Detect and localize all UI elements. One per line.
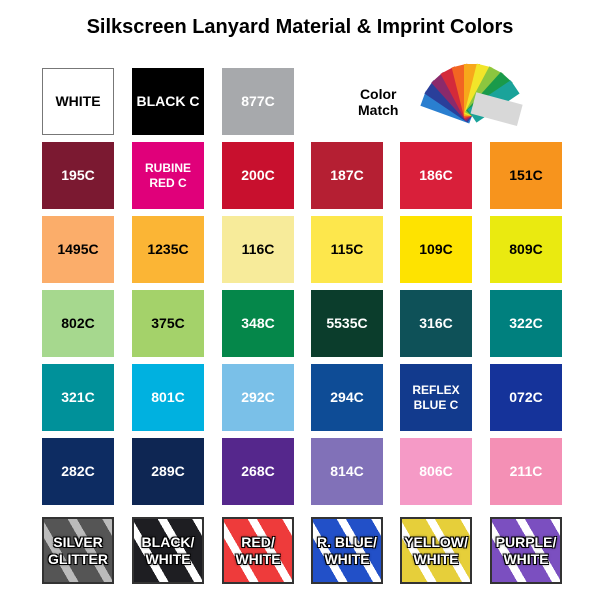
color-swatch: 116C — [222, 216, 294, 283]
swatch-label: 292C — [241, 389, 275, 405]
color-swatch: 375C — [132, 290, 204, 357]
swatch-label: 116C — [241, 241, 275, 257]
color-swatch: 109C — [400, 216, 472, 283]
swatch-label: 321C — [61, 389, 95, 405]
color-swatch: 282C — [42, 438, 114, 505]
color-swatch: BLACK C — [132, 68, 204, 135]
swatch-label: 115C — [330, 241, 364, 257]
swatch-label: 806C — [419, 463, 453, 479]
color-swatch: 321C — [42, 364, 114, 431]
color-swatch: 200C — [222, 142, 294, 209]
swatch-label: 187C — [330, 167, 364, 183]
color-swatch: 802C — [42, 290, 114, 357]
swatch-label: 268C — [241, 463, 275, 479]
color-swatch: 348C — [222, 290, 294, 357]
swatch-label: 1495C — [57, 241, 99, 257]
color-swatch: 211C — [490, 438, 562, 505]
material-swatch: RED/ WHITE — [222, 517, 294, 584]
color-swatch: 1495C — [42, 216, 114, 283]
material-swatch: R. BLUE/ WHITE — [311, 517, 383, 584]
color-swatch: WHITE — [42, 68, 114, 135]
color-swatch: 322C — [490, 290, 562, 357]
color-swatch: 294C — [311, 364, 383, 431]
swatch-label: 072C — [509, 389, 543, 405]
color-swatch: REFLEX BLUE C — [400, 364, 472, 431]
material-swatch: YELLOW/ WHITE — [400, 517, 472, 584]
swatch-label: 200C — [241, 167, 275, 183]
swatch-label: RUBINE RED C — [144, 160, 191, 190]
material-swatch: SILVER GLITTER — [42, 517, 114, 584]
color-swatch: 186C — [400, 142, 472, 209]
color-fan-icon — [420, 63, 523, 126]
swatch-label: 802C — [61, 315, 95, 331]
color-swatch: RUBINE RED C — [132, 142, 204, 209]
swatch-label: 195C — [61, 167, 95, 183]
swatch-label: 294C — [330, 389, 364, 405]
color-swatch: 806C — [400, 438, 472, 505]
page-title: Silkscreen Lanyard Material & Imprint Co… — [86, 16, 514, 38]
color-match-line2: Match — [358, 102, 399, 118]
swatch-label: PURPLE/ WHITE — [495, 533, 557, 567]
swatch-label: 1235C — [147, 241, 189, 257]
swatch-label: WHITE — [55, 93, 101, 109]
color-swatch: 289C — [132, 438, 204, 505]
swatch-label: YELLOW/ WHITE — [404, 533, 468, 567]
color-swatch: 1235C — [132, 216, 204, 283]
swatch-label: SILVER GLITTER — [48, 533, 108, 567]
swatch-label: 282C — [61, 463, 95, 479]
color-swatch: 268C — [222, 438, 294, 505]
swatch-label: BLACK C — [136, 93, 200, 109]
color-swatch: 187C — [311, 142, 383, 209]
color-swatch: 115C — [311, 216, 383, 283]
swatch-label: R. BLUE/ WHITE — [317, 533, 377, 567]
color-swatch: 195C — [42, 142, 114, 209]
swatch-label: 109C — [419, 241, 453, 257]
color-swatch: 5535C — [311, 290, 383, 357]
swatch-label: 289C — [151, 463, 185, 479]
swatch-label: BLACK/ WHITE — [141, 533, 195, 567]
color-swatch: 151C — [490, 142, 562, 209]
swatch-label: 809C — [509, 241, 543, 257]
color-match-label: Color Match — [358, 86, 398, 118]
swatch-label: 322C — [509, 315, 543, 331]
swatch-label: 211C — [509, 463, 543, 479]
swatch-label: REFLEX BLUE C — [412, 382, 460, 412]
swatch-label: 186C — [419, 167, 453, 183]
color-swatch: 809C — [490, 216, 562, 283]
swatch-label: 151C — [509, 167, 543, 183]
color-swatch: 814C — [311, 438, 383, 505]
swatch-label: 801C — [151, 389, 185, 405]
material-swatch: PURPLE/ WHITE — [490, 517, 562, 584]
color-swatch: 877C — [222, 68, 294, 135]
color-swatch: 292C — [222, 364, 294, 431]
swatch-label: 5535C — [326, 315, 368, 331]
fan-card — [470, 92, 523, 126]
swatch-label: 348C — [241, 315, 275, 331]
color-swatch: 801C — [132, 364, 204, 431]
swatch-label: 877C — [241, 93, 275, 109]
color-swatch: 316C — [400, 290, 472, 357]
color-match-line1: Color — [359, 86, 397, 102]
swatch-label: RED/ WHITE — [235, 533, 281, 567]
swatch-label: 316C — [419, 315, 453, 331]
material-swatch: BLACK/ WHITE — [132, 517, 204, 584]
color-swatch: 072C — [490, 364, 562, 431]
swatch-label: 814C — [330, 463, 364, 479]
swatch-label: 375C — [151, 315, 185, 331]
